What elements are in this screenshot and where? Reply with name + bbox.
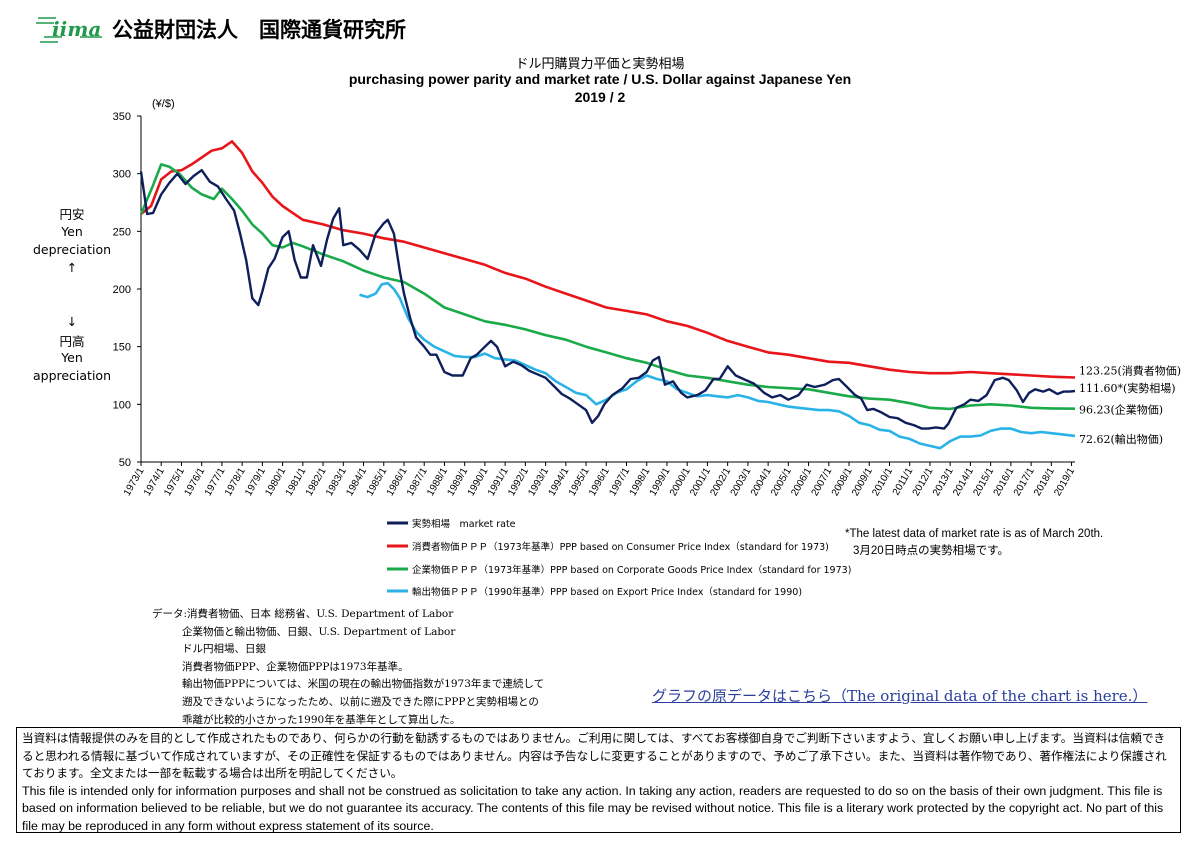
disclaimer-en: This file is intended only for informati…: [22, 783, 1164, 833]
legend-entry: 輸出物価ＰＰＰ（1990年基準）PPP based on Export Pric…: [412, 586, 802, 598]
organization-name: 公益財団法人 国際通貨研究所: [112, 18, 406, 42]
yen-appreciation-label: 円高: [59, 334, 84, 349]
yen-appreciation-label: appreciation: [33, 368, 111, 383]
iima-logo: iima: [36, 17, 102, 43]
x-tick-label: 2019/1: [1052, 466, 1077, 498]
legend-entry: 企業物価ＰＰＰ（1973年基準）PPP based on Corporate G…: [412, 564, 851, 576]
y-tick-label: 200: [113, 284, 131, 296]
chart-subtitle: 2019 / 2: [574, 89, 626, 105]
yen-depreciation-label: ↑: [67, 260, 77, 275]
yen-depreciation-label: Yen: [60, 224, 83, 239]
latest-note-en: *The latest data of market rate is as of…: [845, 528, 1104, 540]
y-tick-label: 100: [113, 399, 131, 411]
series-end-label: 123.25(消費者物価): [1079, 364, 1181, 378]
series-line-0: [139, 169, 1076, 430]
y-tick-label: 300: [113, 169, 131, 181]
disclaimer-box: 当資料は情報提供のみを目的として作成されたものであり、何らかの行動を勧誘するもの…: [16, 727, 1181, 833]
y-tick-label: 150: [113, 342, 131, 354]
yen-appreciation-label: ↓: [67, 314, 77, 329]
series-end-label: 111.60*(実勢相場): [1079, 381, 1176, 395]
source-note-line: ドル円相場、日銀: [182, 643, 266, 656]
source-note-line: 遡及できないようになったため、以前に遡及できた際にPPPと実勢相場との: [182, 695, 539, 708]
series-line-1: [140, 140, 1076, 379]
latest-note-jp: 3月20日時点の実勢相場です。: [853, 545, 1010, 557]
legend-entry: 消費者物価ＰＰＰ（1973年基準）PPP based on Consumer P…: [412, 541, 829, 553]
y-tick-label: 250: [113, 226, 131, 238]
yen-depreciation-label: 円安: [59, 207, 84, 222]
disclaimer-jp: 当資料は情報提供のみを目的として作成されたものであり、何らかの行動を勧誘するもの…: [22, 731, 1167, 780]
svg-text:iima: iima: [52, 17, 101, 41]
y-unit-label: (¥/$): [152, 98, 175, 110]
source-note-line: 乖離が比較的小さかった1990年を基準年として算出した。: [182, 713, 461, 726]
series-line-3: [359, 281, 1076, 450]
source-notes: データ:消費者物価、日本 総務省、U.S. Department of Labo…: [152, 606, 544, 729]
yen-depreciation-label: depreciation: [33, 242, 111, 257]
source-note-line: 輸出物価PPPについては、米国の現在の輸出物価指数が1973年まで連続して: [182, 678, 545, 691]
series-line-2: [139, 163, 1076, 411]
source-note-line: 企業物価と輸出物価、日銀、U.S. Department of Labor: [182, 625, 456, 638]
source-note-line: データ:消費者物価、日本 総務省、U.S. Department of Labo…: [152, 608, 454, 620]
series-end-label: 96.23(企業物価): [1079, 403, 1163, 417]
ppp-line-chart: 50100150200250300350(¥/$)1973/11974/1197…: [33, 98, 1181, 598]
page-header: iima 公益財団法人 国際通貨研究所: [36, 8, 636, 48]
chart-title-jp: ドル円購買力平価と実勢相場: [515, 57, 685, 72]
yen-appreciation-label: Yen: [60, 350, 83, 365]
original-data-link[interactable]: グラフの原データはこちら（The original data of the ch…: [652, 687, 1148, 705]
legend-entry: 実勢相場 market rate: [412, 518, 516, 530]
y-tick-label: 350: [113, 111, 131, 123]
source-note-line: 消費者物価PPP、企業物価PPPは1973年基準。: [182, 660, 409, 673]
latest-data-note: *The latest data of market rate is as of…: [845, 526, 1103, 560]
y-tick-label: 50: [119, 457, 131, 469]
chart-title: purchasing power parity and market rate …: [348, 71, 852, 87]
series-end-label: 72.62(輸出物価): [1079, 432, 1163, 446]
